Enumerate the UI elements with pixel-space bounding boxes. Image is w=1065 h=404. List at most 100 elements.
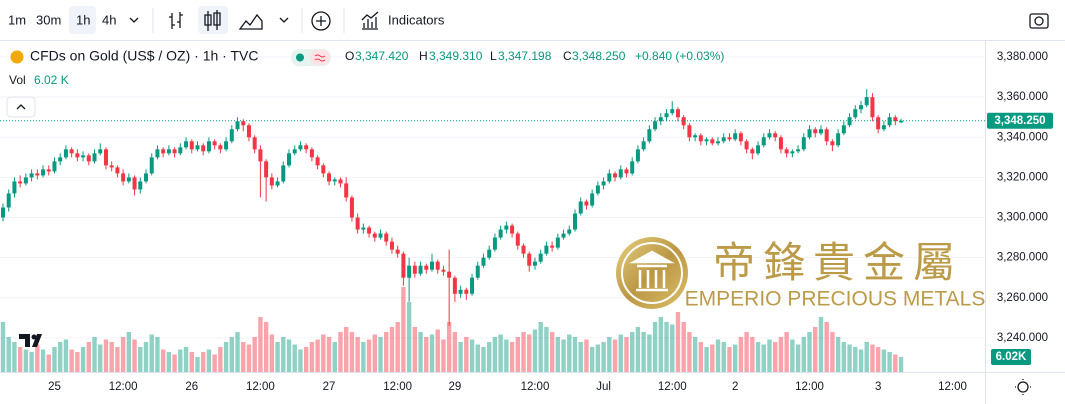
- watermark-english: EMPERIO PRECIOUS METALS: [685, 288, 986, 311]
- indicators-button[interactable]: Indicators: [388, 12, 445, 27]
- x-tick-label: 12:00: [938, 381, 967, 393]
- tv-logo-t: [19, 334, 30, 347]
- x-tick-label: 12:00: [658, 381, 687, 393]
- volume-bar: [658, 317, 663, 372]
- volume-bar: [509, 342, 515, 372]
- toolbar: 1m 30m 1h 4h Indicators: [0, 6, 1065, 41]
- candle-body: [510, 225, 515, 234]
- candles-button[interactable]: [204, 10, 221, 31]
- plot-area: [0, 56, 985, 372]
- candle-body: [698, 135, 703, 142]
- volume-bar: [12, 342, 17, 372]
- volume-bar: [361, 342, 366, 372]
- collapse-icon: [16, 104, 26, 110]
- candle-body: [241, 121, 246, 126]
- legend-open-label: O: [345, 49, 354, 63]
- volume-bar: [813, 327, 818, 372]
- candle-body: [664, 113, 669, 118]
- volume-bar: [166, 352, 172, 372]
- volume-bar: [395, 322, 400, 372]
- candle-body: [584, 201, 589, 206]
- volume-bar: [303, 347, 309, 372]
- candle-body: [287, 153, 291, 166]
- volume-bar: [549, 332, 555, 372]
- volume-bar: [687, 332, 692, 372]
- style-dropdown[interactable]: [279, 17, 289, 23]
- candle-body: [733, 133, 738, 140]
- candle-body: [521, 245, 526, 254]
- candle-body: [18, 181, 23, 184]
- volume-bar: [195, 357, 200, 372]
- volume-bar: [710, 344, 715, 372]
- volume-bar: [544, 327, 549, 372]
- candle-body: [807, 129, 812, 138]
- interval-dropdown[interactable]: [129, 17, 139, 23]
- candle-body: [687, 125, 692, 138]
- interval-button[interactable]: 1h: [76, 12, 90, 27]
- candle-body: [269, 177, 274, 186]
- area-button[interactable]: [238, 13, 263, 30]
- candle-body: [252, 137, 257, 150]
- volume-bar: [63, 339, 69, 372]
- volume-bar: [732, 344, 738, 372]
- volume-bar: [681, 322, 686, 372]
- candle-body: [35, 173, 40, 176]
- volume-bar: [183, 347, 189, 372]
- candle-body: [550, 245, 555, 248]
- volume-bar: [584, 339, 589, 372]
- x-tick-label: 29: [448, 381, 461, 393]
- volume-bar: [143, 342, 149, 372]
- volume-bar: [446, 322, 452, 372]
- volume-bar: [366, 339, 372, 372]
- settings-icon: [1015, 379, 1031, 395]
- snapshot-button[interactable]: [1029, 13, 1049, 29]
- last-price-label: 3,348.250: [994, 115, 1045, 127]
- volume-bar: [607, 337, 612, 372]
- candle-body: [670, 109, 675, 114]
- candle-body: [23, 177, 28, 184]
- volume-bar: [355, 337, 360, 372]
- candle-body: [309, 149, 314, 158]
- candle-body: [29, 173, 34, 178]
- volume-bar: [263, 322, 269, 372]
- candle-body: [121, 173, 126, 182]
- volume-bar: [315, 339, 320, 372]
- bars-button[interactable]: [169, 12, 183, 29]
- volume-bar: [898, 356, 904, 372]
- volume-bar: [149, 334, 154, 372]
- volume-bar: [338, 332, 343, 372]
- volume-bar: [201, 352, 206, 372]
- candle-body: [487, 249, 492, 258]
- interval-button[interactable]: 30m: [36, 12, 61, 27]
- volume-badge-label: 6.02K: [996, 351, 1027, 363]
- volume-bar: [286, 339, 292, 372]
- candle-body: [184, 141, 189, 148]
- compare-button[interactable]: [311, 11, 331, 31]
- candle-body: [52, 161, 57, 172]
- settings-button[interactable]: [1017, 381, 1029, 393]
- candle-body: [716, 141, 720, 144]
- volume-bar: [246, 344, 252, 372]
- volume-bar: [704, 347, 709, 372]
- indicators-icon: [361, 11, 379, 30]
- candle-body: [315, 157, 320, 166]
- volume-bar: [109, 342, 114, 372]
- volume-bar: [887, 352, 892, 372]
- interval-button[interactable]: 1m: [8, 12, 26, 27]
- candle-body: [464, 289, 469, 294]
- candle-body: [773, 133, 778, 138]
- volume-bar: [115, 347, 120, 372]
- candle-body: [264, 161, 269, 178]
- active-style-bg: [198, 6, 228, 34]
- candle-body: [750, 149, 755, 154]
- volume-bar: [269, 334, 275, 372]
- collapse-legend-button[interactable]: [6, 96, 36, 118]
- volume-bar: [784, 332, 789, 372]
- candle-body: [395, 249, 400, 254]
- candle-body: [675, 109, 680, 118]
- candle-body: [738, 133, 743, 142]
- interval-button[interactable]: 4h: [102, 12, 116, 27]
- x-tick-label: 12:00: [383, 381, 412, 393]
- candle-body: [281, 165, 286, 182]
- candle-body: [435, 261, 440, 270]
